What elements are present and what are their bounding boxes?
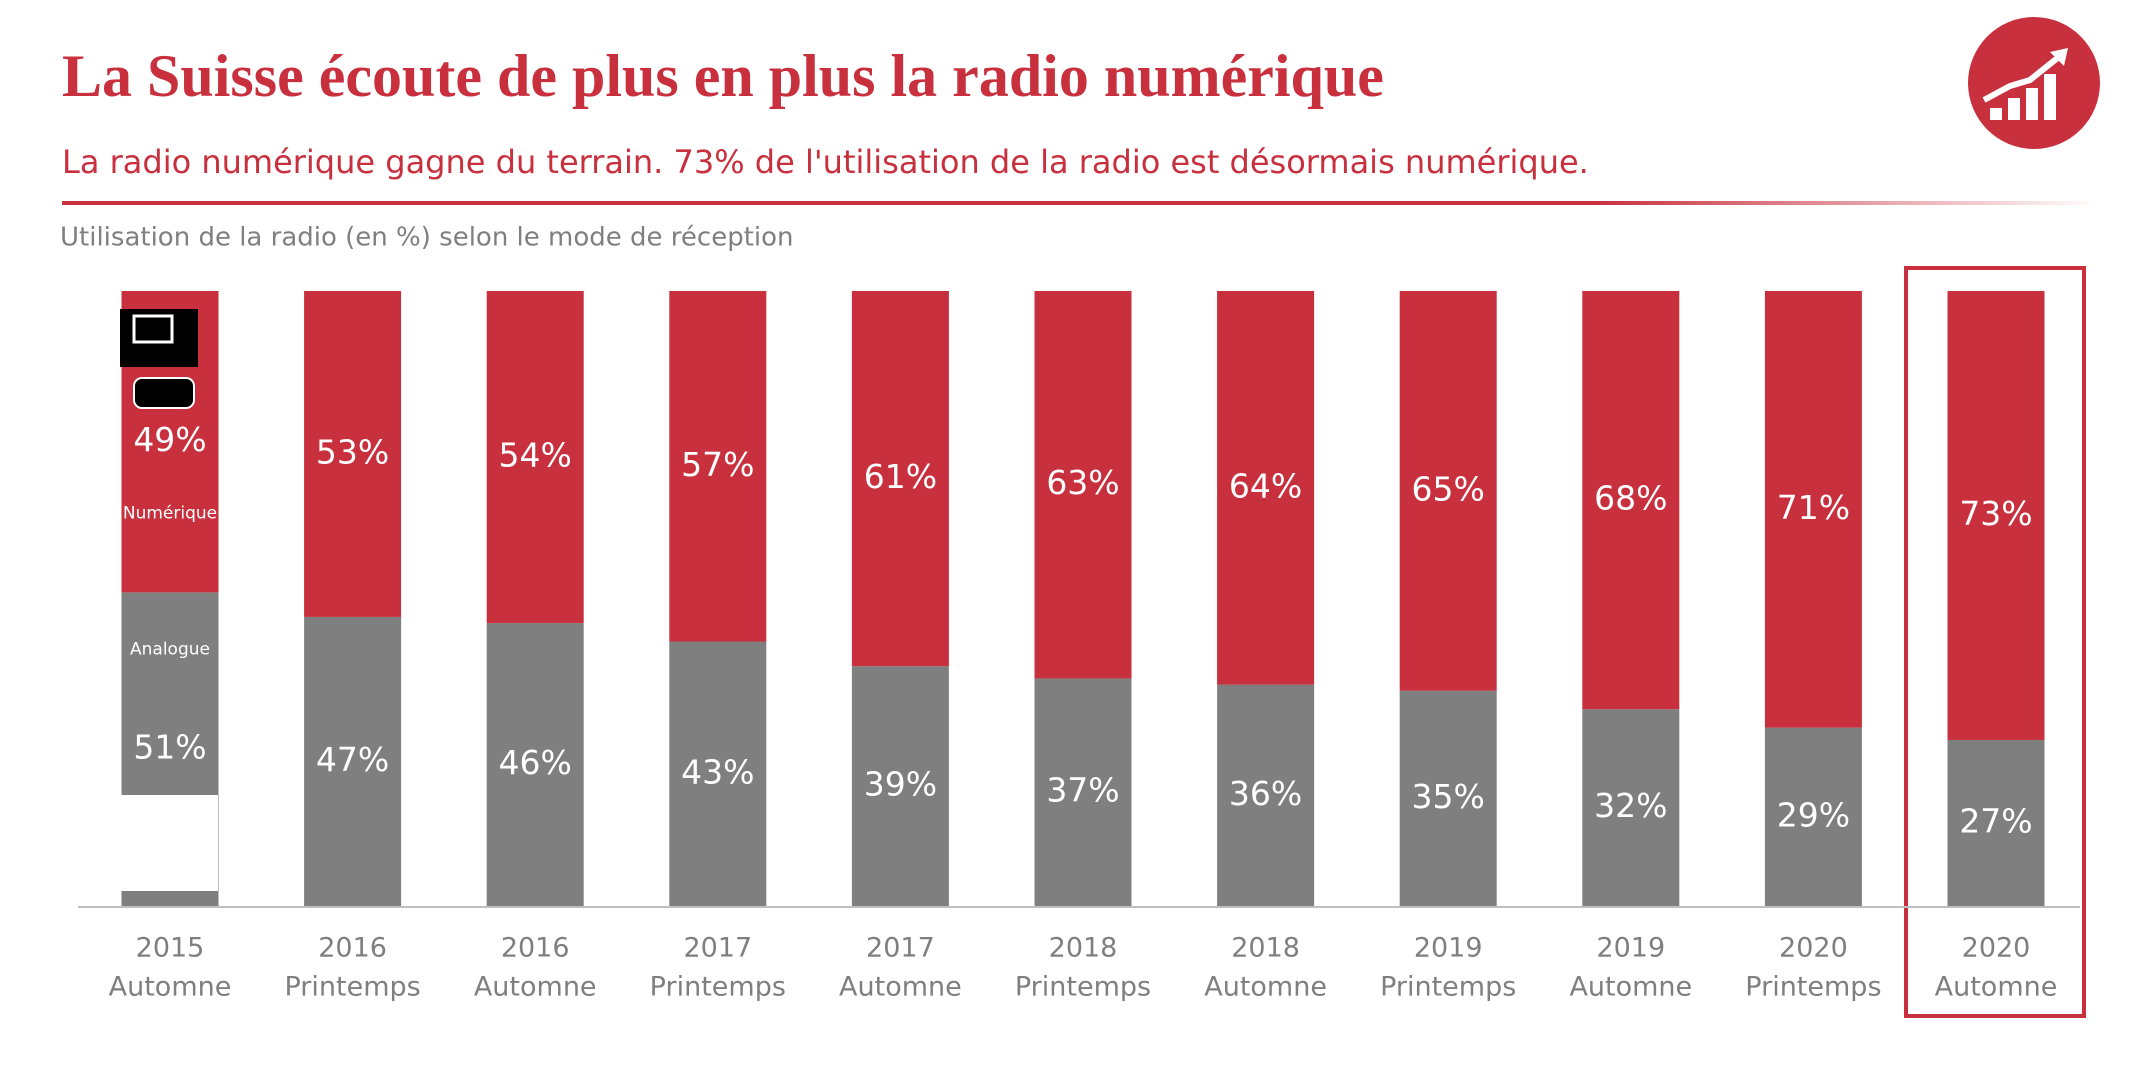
bar-segment bbox=[1034, 291, 1132, 679]
value-label: 54% bbox=[499, 436, 572, 475]
title-rule bbox=[62, 201, 2102, 205]
x-tick-label: Printemps bbox=[284, 972, 420, 1003]
value-label: 71% bbox=[1777, 488, 1850, 527]
value-label: 43% bbox=[681, 752, 754, 791]
bar-segment bbox=[1399, 291, 1497, 691]
bar-segment bbox=[669, 641, 767, 906]
bar-segment bbox=[1764, 291, 1862, 728]
value-label: 49% bbox=[133, 420, 206, 459]
value-label: 47% bbox=[316, 740, 389, 779]
bar-segment bbox=[1947, 739, 2045, 906]
legend-icon bbox=[118, 795, 218, 891]
x-tick-label: 2017 bbox=[683, 933, 752, 964]
x-tick-label: Printemps bbox=[1015, 972, 1151, 1003]
chart-title: La Suisse écoute de plus en plus la radi… bbox=[62, 43, 1384, 109]
value-label: 32% bbox=[1594, 786, 1667, 825]
value-label: 27% bbox=[1959, 801, 2032, 840]
bar-segment bbox=[1582, 291, 1680, 710]
bar-segment bbox=[851, 291, 949, 667]
value-label: 39% bbox=[864, 765, 937, 804]
x-tick-label: 2018 bbox=[1049, 933, 1118, 964]
bar-segment bbox=[1034, 678, 1132, 906]
x-tick-label: 2018 bbox=[1231, 933, 1300, 964]
x-tick-label: Automne bbox=[839, 972, 962, 1003]
x-tick-label: 2016 bbox=[501, 933, 570, 964]
value-label: 51% bbox=[133, 728, 206, 767]
legend-icon bbox=[133, 377, 195, 409]
x-tick-label: Automne bbox=[109, 972, 232, 1003]
legend-icon bbox=[120, 309, 198, 367]
bar-segment bbox=[1217, 684, 1315, 906]
bar-segment bbox=[1947, 291, 2045, 740]
value-label: 57% bbox=[681, 445, 754, 484]
bar-segment bbox=[1399, 690, 1497, 906]
bar-segment bbox=[851, 666, 949, 906]
bar-segment bbox=[1582, 709, 1680, 906]
x-tick-label: 2016 bbox=[318, 933, 387, 964]
highlight-box bbox=[1904, 266, 2086, 1018]
bar-segment bbox=[486, 291, 584, 624]
value-label: 68% bbox=[1594, 479, 1667, 518]
x-tick-label: Automne bbox=[474, 972, 597, 1003]
value-label: 61% bbox=[864, 457, 937, 496]
bar-segment bbox=[1217, 291, 1315, 685]
value-label: 46% bbox=[499, 743, 572, 782]
legend-label: Numérique bbox=[123, 504, 217, 524]
x-tick-label: 2017 bbox=[866, 933, 935, 964]
bar-segment bbox=[486, 623, 584, 906]
value-label: 65% bbox=[1412, 469, 1485, 508]
chart-subtitle: La radio numérique gagne du terrain. 73%… bbox=[62, 143, 1589, 181]
value-label: 37% bbox=[1046, 771, 1119, 810]
x-tick-label: 2020 bbox=[1962, 933, 2031, 964]
axis-label: Utilisation de la radio (en %) selon le … bbox=[60, 223, 794, 253]
value-label: 63% bbox=[1046, 463, 1119, 502]
bar-segment bbox=[304, 616, 402, 906]
x-tick-label: Printemps bbox=[650, 972, 786, 1003]
value-label: 53% bbox=[316, 432, 389, 471]
value-label: 36% bbox=[1229, 774, 1302, 813]
bar-segment bbox=[669, 291, 767, 642]
x-tick-label: Automne bbox=[1204, 972, 1327, 1003]
value-label: 64% bbox=[1229, 466, 1302, 505]
x-tick-label: Printemps bbox=[1745, 972, 1881, 1003]
x-tick-label: Printemps bbox=[1380, 972, 1516, 1003]
legend-label: Analogue bbox=[130, 639, 210, 659]
value-label: 29% bbox=[1777, 795, 1850, 834]
value-label: 35% bbox=[1412, 777, 1485, 816]
logo bbox=[1968, 17, 2100, 149]
bar-segment bbox=[1764, 727, 1862, 906]
x-tick-label: 2020 bbox=[1779, 933, 1848, 964]
x-tick-label: 2019 bbox=[1596, 933, 1665, 964]
value-label: 73% bbox=[1959, 494, 2032, 533]
x-tick-label: 2015 bbox=[136, 933, 205, 964]
bar-segment bbox=[304, 291, 402, 617]
x-tick-label: Automne bbox=[1935, 972, 2058, 1003]
legend-icon bbox=[132, 314, 174, 344]
x-tick-label: Automne bbox=[1569, 972, 1692, 1003]
x-tick-label: 2019 bbox=[1414, 933, 1483, 964]
